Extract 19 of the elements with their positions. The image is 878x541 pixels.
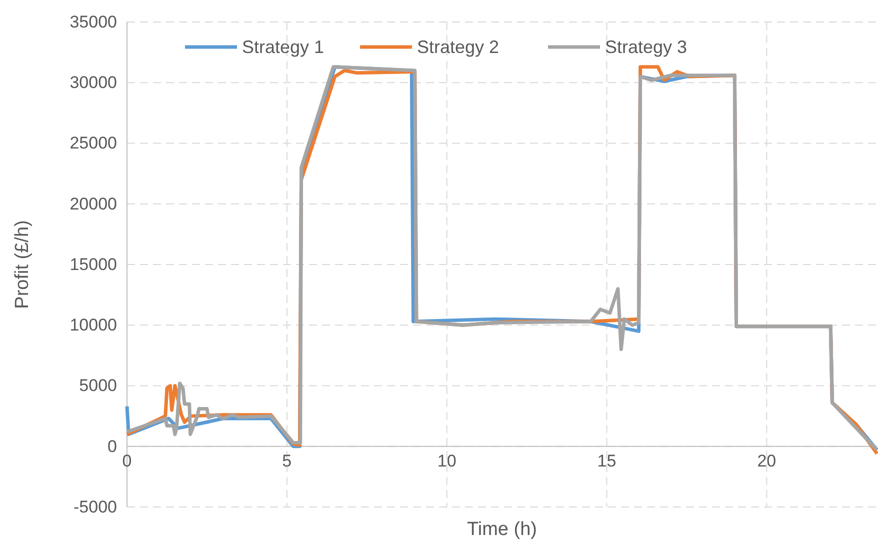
x-axis-title: Time (h) xyxy=(466,519,538,540)
y-tick-label: 5000 xyxy=(79,376,117,396)
x-tick-label: 0 xyxy=(122,451,132,470)
legend-label: Strategy 1 xyxy=(242,37,324,57)
x-tick-label: 20 xyxy=(757,451,776,470)
y-tick-label: 30000 xyxy=(70,73,117,92)
legend-label: Strategy 3 xyxy=(605,37,688,57)
y-tick-label: 10000 xyxy=(70,316,117,335)
x-tick-label: 10 xyxy=(437,451,456,470)
y-tick-label: 0 xyxy=(108,436,117,456)
y-tick-label: -5000 xyxy=(74,497,117,516)
y-tick-label: 15000 xyxy=(70,254,117,274)
y-tick-label: 35000 xyxy=(70,12,117,32)
x-tick-label: 5 xyxy=(282,451,292,470)
y-tick-label: 20000 xyxy=(70,194,117,214)
y-tick-label: 25000 xyxy=(70,134,117,153)
legend-label: Strategy 2 xyxy=(417,37,500,57)
y-axis-title: Profit (£/h) xyxy=(12,220,33,309)
x-tick-label: 15 xyxy=(597,451,616,470)
